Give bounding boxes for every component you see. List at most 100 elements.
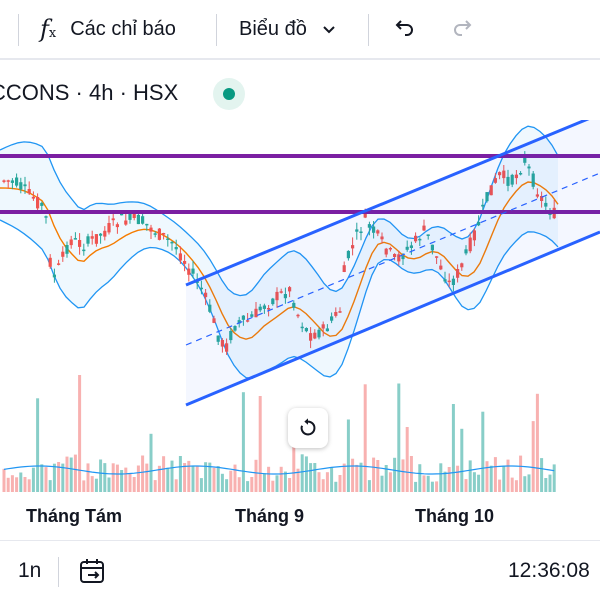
volume-bar — [90, 476, 94, 492]
candle-body — [237, 320, 241, 324]
volume-bar — [506, 459, 510, 492]
candle-body — [506, 176, 510, 186]
candle-body — [409, 245, 413, 248]
candle-body — [212, 318, 216, 323]
candle-body — [69, 239, 73, 246]
interval-button[interactable]: 1n — [18, 541, 41, 601]
reset-chart-button[interactable] — [288, 408, 328, 448]
candle-body — [225, 343, 229, 352]
candle-body — [527, 166, 531, 169]
candle-body — [275, 291, 279, 301]
volume-bar — [330, 467, 334, 492]
candle-body — [548, 213, 552, 215]
volume-bar — [31, 467, 35, 492]
volume-bar — [493, 457, 497, 492]
volume-bar — [48, 480, 52, 492]
volume-bar — [271, 480, 275, 492]
candle-body — [220, 340, 224, 347]
candle-body — [145, 223, 149, 226]
volume-bar — [544, 478, 548, 492]
interval-label: 1n — [18, 559, 42, 582]
volume-bar — [233, 464, 237, 492]
volume-bar — [111, 463, 115, 492]
calendar-arrow-icon — [80, 559, 104, 583]
undo-button[interactable] — [392, 0, 416, 58]
candle-body — [208, 304, 212, 312]
volume-bar — [338, 475, 342, 492]
candle-body — [44, 216, 48, 218]
volume-bar — [468, 460, 472, 492]
candle-body — [485, 192, 489, 202]
volume-bar — [451, 404, 455, 492]
volume-bar — [275, 475, 279, 492]
candle-body — [128, 213, 132, 220]
candle-body — [498, 172, 502, 176]
candle-body — [132, 213, 136, 218]
volume-bar — [153, 480, 157, 492]
volume-bar — [258, 396, 262, 492]
volume-bar — [36, 398, 40, 492]
volume-bar — [405, 427, 409, 492]
candle-body — [447, 280, 451, 283]
goto-date-button[interactable] — [79, 541, 107, 601]
price-chart[interactable] — [0, 120, 600, 500]
candle-body — [426, 234, 430, 236]
candle-body — [300, 326, 304, 329]
volume-bar — [447, 467, 451, 492]
candle-body — [397, 254, 401, 262]
volume-bar — [283, 471, 287, 492]
volume-bar — [103, 463, 107, 492]
candle-body — [27, 189, 31, 194]
candle-body — [523, 157, 527, 163]
candle-body — [376, 230, 380, 234]
volume-bar — [73, 454, 77, 492]
volume-bar — [178, 456, 182, 492]
volume-bar — [296, 468, 300, 492]
symbol-legend[interactable]: CCONS · 4h · HSX — [0, 66, 178, 120]
volume-bar — [481, 411, 485, 492]
time-axis-label: Tháng 9 — [235, 506, 305, 526]
candle-body — [65, 245, 69, 254]
toolbar-divider-line — [0, 58, 600, 60]
volume-bar — [380, 475, 384, 492]
volume-bar — [422, 475, 426, 492]
toolbar-divider — [18, 14, 19, 46]
channel-upper-line — [185, 120, 590, 287]
volume-bar — [472, 472, 476, 492]
volume-bar — [313, 463, 317, 492]
chart-type-button[interactable]: Biểu đồ — [239, 0, 337, 58]
volume-bar — [229, 470, 233, 492]
candle-body — [191, 268, 195, 274]
volume-bar — [388, 472, 392, 492]
volume-bar — [120, 470, 124, 492]
volume-bar — [292, 412, 296, 492]
candle-body — [313, 332, 317, 339]
candle-body — [19, 182, 23, 190]
candle-body — [296, 314, 300, 317]
candle-body — [439, 265, 443, 270]
candle-body — [334, 312, 338, 316]
moving-average-line — [0, 181, 559, 340]
candle-body — [405, 246, 409, 250]
candle-body — [262, 305, 266, 309]
candle-body — [124, 220, 128, 225]
candle-body — [204, 292, 208, 298]
volume-bar — [250, 477, 254, 492]
volume-bar — [57, 462, 61, 492]
drawings — [0, 120, 600, 407]
candle-body — [388, 248, 392, 250]
candle-body — [502, 170, 506, 179]
candle-body — [40, 202, 44, 206]
indicators-button[interactable]: fx Các chỉ báo — [40, 0, 176, 58]
time-axis-label: Tháng 10 — [415, 506, 495, 526]
volume-bar — [61, 463, 65, 492]
candle-body — [451, 278, 455, 285]
volume-bar — [489, 465, 493, 492]
volume-bar — [485, 461, 489, 492]
bollinger-fill — [0, 126, 558, 379]
volume-bar — [162, 456, 166, 492]
volume-bar — [195, 466, 199, 492]
redo-button[interactable] — [451, 0, 475, 58]
volume-bar — [141, 455, 145, 492]
volume-bar — [191, 465, 195, 492]
